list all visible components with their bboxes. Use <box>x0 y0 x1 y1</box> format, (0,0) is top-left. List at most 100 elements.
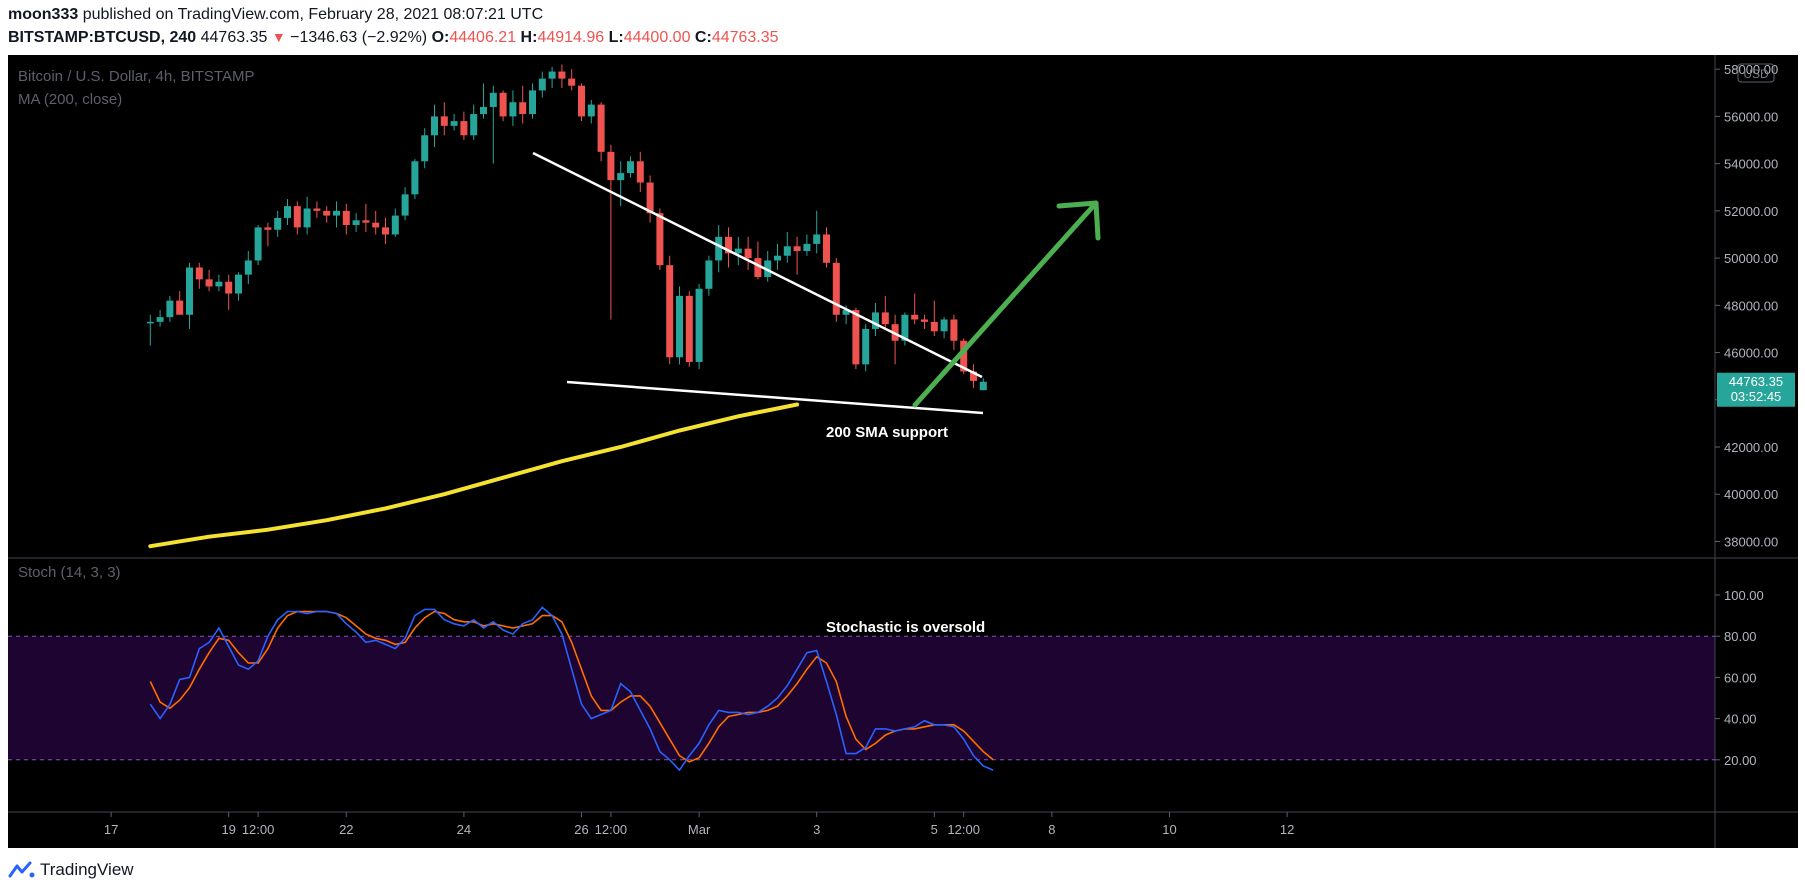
time-tick-label: 19 <box>221 822 235 837</box>
published-text: published on TradingView.com, February 2… <box>82 6 544 23</box>
high-value: 44914.96 <box>537 29 605 46</box>
price-label: 44763.35 <box>1729 374 1783 389</box>
price-chart[interactable]: 200 SMA support Stochastic is oversold B… <box>8 55 1798 848</box>
candle-down <box>568 78 576 86</box>
candle-up <box>166 300 174 318</box>
candle-down <box>372 222 380 228</box>
candle-up <box>715 236 723 261</box>
candle-down <box>646 182 654 214</box>
wedge-lower-trendline[interactable] <box>566 380 984 415</box>
candle-down <box>519 102 527 115</box>
time-tick-label: 12:00 <box>242 822 275 837</box>
candle-down <box>832 262 840 315</box>
time-tick-label: 17 <box>104 822 118 837</box>
candle-down <box>362 220 370 223</box>
candle-down <box>382 227 389 235</box>
green-arrowhead <box>1056 200 1101 241</box>
price-change: −1346.63 (−2.92%) <box>290 29 428 46</box>
stoch-tick-label: 80.00 <box>1724 629 1757 644</box>
currency-badge: USD <box>1743 67 1769 81</box>
stoch-band <box>8 636 1715 760</box>
candle-down <box>342 210 350 226</box>
stoch-tick-label: 60.00 <box>1724 670 1757 685</box>
close-label: C: <box>694 29 712 46</box>
candle-down <box>725 236 732 254</box>
candle-down <box>578 85 585 117</box>
green-arrow-shaft[interactable] <box>912 200 1099 408</box>
author-name[interactable]: moon333 <box>8 6 79 23</box>
candle-up <box>509 102 517 117</box>
candle-up <box>695 288 703 362</box>
stoch-d-line <box>149 610 994 763</box>
wedge-upper-trendline[interactable] <box>532 151 983 379</box>
open-value: 44406.21 <box>449 29 517 46</box>
time-tick-label: 22 <box>339 822 353 837</box>
countdown-label: 03:52:45 <box>1731 389 1782 404</box>
candle-up <box>803 243 811 252</box>
candle-down <box>499 92 507 117</box>
candle-down <box>460 121 468 136</box>
price-tick-label: 54000.00 <box>1724 157 1778 172</box>
candle-up <box>842 310 850 315</box>
price-axis[interactable]: 58000.0056000.0054000.0052000.0050000.00… <box>1715 62 1778 549</box>
candle-up <box>979 381 987 391</box>
candle-up <box>244 260 252 275</box>
time-tick-label: 5 <box>931 822 938 837</box>
candle-up <box>529 90 536 115</box>
candle-down <box>685 295 693 362</box>
candle-up <box>783 246 791 256</box>
time-tick-label: Mar <box>688 822 711 837</box>
candle-down <box>264 227 272 230</box>
candle-up <box>617 173 625 181</box>
candle-down <box>744 248 752 259</box>
candle-down <box>558 71 566 79</box>
candle-down <box>205 279 213 287</box>
candle-up <box>587 104 595 117</box>
candle-down <box>970 371 977 381</box>
price-tick-label: 56000.00 <box>1724 109 1778 124</box>
footer-brand[interactable]: TradingView <box>8 860 134 880</box>
price-tick-label: 46000.00 <box>1724 346 1778 361</box>
time-tick-label: 10 <box>1162 822 1176 837</box>
candle-up <box>940 319 948 332</box>
price-tick-label: 50000.00 <box>1724 251 1778 266</box>
candle-up <box>411 161 419 195</box>
candle-up <box>734 248 742 254</box>
tradingview-logo-icon <box>8 861 35 878</box>
annotation-stoch-oversold: Stochastic is oversold <box>826 619 985 636</box>
candle-down <box>293 206 301 228</box>
low-value: 44400.00 <box>623 29 691 46</box>
stoch-indicator-label[interactable]: Stoch (14, 3, 3) <box>18 564 121 581</box>
candle-up <box>146 321 154 324</box>
ma-indicator-label[interactable]: MA (200, close) <box>18 91 122 108</box>
price-tick-label: 48000.00 <box>1724 298 1778 313</box>
stoch-k-line <box>149 606 994 772</box>
candle-up <box>489 92 497 107</box>
candle-up <box>352 220 360 226</box>
candle-down <box>195 267 203 280</box>
annotation-sma-support: 200 SMA support <box>826 424 948 441</box>
price-tick-label: 38000.00 <box>1724 534 1778 549</box>
candle-up <box>421 135 429 162</box>
candle-up <box>186 267 193 315</box>
candle-down <box>225 281 233 294</box>
candle-down <box>597 104 605 152</box>
candle-down <box>666 265 674 358</box>
candle-down <box>911 314 919 320</box>
candle-down <box>852 310 860 365</box>
candle-down <box>793 246 801 252</box>
candle-down <box>176 300 184 315</box>
time-axis[interactable]: 17 19 12:00 22 24 26 12:00 Mar 3 5 12:00 8 10 12 <box>104 812 1294 837</box>
candle-up <box>284 206 291 218</box>
candle-down <box>323 210 331 216</box>
candle-up <box>401 194 409 216</box>
currency-badge-box[interactable] <box>1737 63 1775 83</box>
price-tick-label: 42000.00 <box>1724 440 1778 455</box>
candle-down <box>881 312 889 325</box>
chart-title: Bitcoin / U.S. Dollar, 4h, BITSTAMP <box>18 68 254 85</box>
candle-up <box>391 215 399 235</box>
open-label: O: <box>431 29 450 46</box>
candles-layer <box>146 64 987 391</box>
candle-up <box>303 208 311 228</box>
candle-up <box>235 274 242 294</box>
